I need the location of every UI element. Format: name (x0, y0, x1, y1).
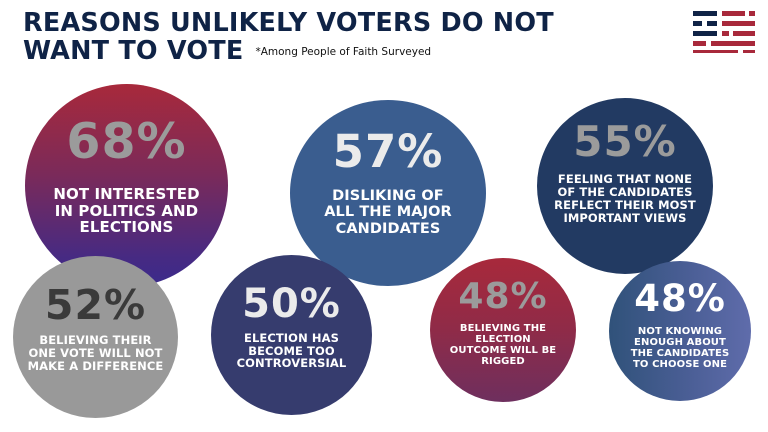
title-line-1: REASONS UNLIKELY VOTERS DO NOT (23, 8, 554, 38)
stat-label-line: BELIEVING THE (459, 322, 547, 334)
stat-bubble-not-knowing-enough: 48% NOT KNOWING ENOUGH ABOUT THE CANDIDA… (609, 261, 751, 401)
stat-percent: 57% (332, 125, 444, 179)
stat-label: FEELING THAT NONE OF THE CANDIDATES REFL… (554, 173, 696, 225)
title-line-2-text: WANT TO VOTE (23, 36, 244, 66)
title-line-2: WANT TO VOTE *Among People of Faith Surve… (23, 37, 554, 66)
stat-label-line: FEELING THAT NONE (557, 172, 693, 187)
stat-percent: 48% (458, 275, 548, 317)
stat-label: BELIEVING THEIR ONE VOTE WILL NOT MAKE A… (28, 334, 164, 373)
stat-label: BELIEVING THE ELECTION OUTCOME WILL BE R… (450, 323, 556, 368)
stat-label-line: IN POLITICS AND (54, 201, 199, 220)
stat-label-line: RIGGED (481, 356, 525, 368)
stat-label-line: BELIEVING THEIR (39, 333, 152, 348)
stat-label-line: MAKE A DIFFERENCE (27, 358, 164, 373)
stat-percent: 50% (242, 280, 341, 327)
stat-percent: 48% (634, 276, 726, 320)
stat-percent: 68% (66, 112, 187, 170)
stat-label-line: ALL THE MAJOR (324, 204, 452, 221)
stat-label-line: ELECTION (475, 333, 531, 345)
stat-bubble-vote-no-difference: 52% BELIEVING THEIR ONE VOTE WILL NOT MA… (13, 256, 178, 418)
subtitle: *Among People of Faith Surveyed (255, 46, 432, 58)
stat-label-line: REFLECT THEIR MOST (554, 198, 696, 212)
stat-label-line: OF THE CANDIDATES (557, 185, 693, 200)
stat-label: DISLIKING OF ALL THE MAJOR CANDIDATES (324, 188, 452, 237)
stat-label-line: CANDIDATES (335, 220, 441, 237)
stat-label-line: ELECTIONS (79, 218, 174, 237)
stat-label-line: THE CANDIDATES (630, 348, 730, 359)
page-title: REASONS UNLIKELY VOTERS DO NOT WANT TO V… (23, 9, 554, 66)
flag-stripes-logo-icon (693, 11, 755, 53)
stat-label-line: OUTCOME WILL BE (449, 345, 557, 356)
stat-label: NOT INTERESTED IN POLITICS AND ELECTIONS (53, 184, 200, 237)
stat-bubble-none-reflect-views: 55% FEELING THAT NONE OF THE CANDIDATES … (537, 98, 713, 274)
stat-label-line: IMPORTANT VIEWS (563, 210, 687, 225)
stat-percent: 55% (573, 117, 677, 167)
stat-percent: 52% (44, 281, 147, 330)
stat-label-line: DISLIKING OF (332, 188, 444, 205)
stat-label-line: NOT INTERESTED (53, 184, 200, 203)
stat-bubble-not-interested: 68% NOT INTERESTED IN POLITICS AND ELECT… (25, 84, 228, 287)
stat-label-line: ENOUGH ABOUT (634, 336, 726, 348)
stat-label: NOT KNOWING ENOUGH ABOUT THE CANDIDATES … (631, 326, 730, 371)
stat-label-line: CONTROVERSIAL (236, 356, 347, 371)
stat-label-line: ONE VOTE WILL NOT (28, 346, 163, 361)
stat-bubble-disliking-candidates: 57% DISLIKING OF ALL THE MAJOR CANDIDATE… (290, 100, 486, 286)
stat-bubble-too-controversial: 50% ELECTION HAS BECOME TOO CONTROVERSIA… (211, 255, 372, 415)
stat-label-line: BECOME TOO (248, 343, 335, 358)
stat-label-line: ELECTION HAS (243, 330, 339, 345)
stat-label-line: TO CHOOSE ONE (632, 359, 728, 371)
stat-label-line: NOT KNOWING (637, 325, 723, 337)
stat-label: ELECTION HAS BECOME TOO CONTROVERSIAL (236, 330, 347, 371)
stat-bubble-rigged-outcome: 48% BELIEVING THE ELECTION OUTCOME WILL … (430, 258, 576, 402)
